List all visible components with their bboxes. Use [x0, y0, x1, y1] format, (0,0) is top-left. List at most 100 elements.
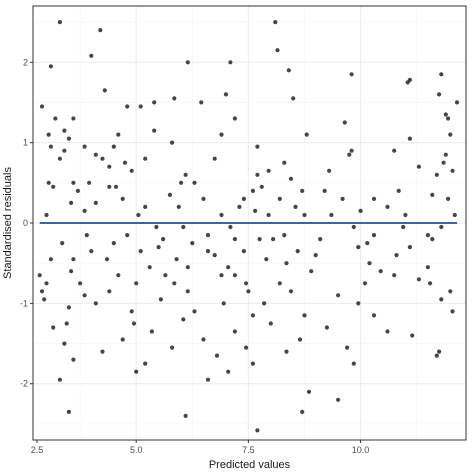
data-point [44, 281, 49, 286]
data-point [93, 152, 98, 157]
data-point [102, 88, 107, 93]
data-point [416, 164, 421, 169]
data-point [416, 277, 421, 282]
data-point [82, 208, 87, 213]
data-point [255, 144, 260, 149]
data-point [237, 204, 242, 209]
data-point [392, 273, 397, 278]
data-point [351, 361, 356, 366]
data-point [219, 132, 224, 137]
data-point [244, 345, 249, 350]
data-point [365, 241, 370, 246]
data-point [87, 180, 92, 185]
data-point [125, 104, 130, 109]
data-point [226, 265, 231, 270]
y-axis-title: Standardised residuals [2, 167, 14, 279]
y-axis-ticks: -2 -1 0 1 2 [20, 57, 33, 389]
data-point [212, 253, 217, 258]
data-point [250, 361, 255, 366]
data-point [149, 329, 154, 334]
data-point [448, 289, 453, 294]
y-tick-label: -2 [20, 379, 28, 389]
data-point [167, 192, 172, 197]
data-point [69, 269, 74, 274]
data-point [362, 281, 368, 286]
data-point [336, 293, 341, 298]
data-point [410, 333, 415, 338]
data-point [266, 168, 271, 173]
data-point [192, 180, 197, 185]
data-point [42, 297, 47, 302]
y-tick-label: 2 [23, 57, 28, 67]
data-point [446, 196, 451, 201]
data-point [131, 321, 137, 326]
data-point [172, 281, 177, 286]
data-point [439, 224, 444, 230]
data-point [434, 172, 439, 177]
data-point [336, 397, 341, 402]
data-point [347, 152, 352, 157]
data-point [46, 132, 51, 137]
data-point [71, 180, 76, 185]
data-point [232, 237, 237, 242]
data-point [345, 345, 350, 350]
data-point [71, 116, 76, 121]
data-point [255, 172, 260, 177]
data-point [199, 100, 204, 105]
data-point [349, 148, 354, 153]
data-point [407, 245, 412, 250]
data-point [60, 241, 65, 246]
data-point [306, 389, 312, 394]
data-point [93, 301, 98, 306]
data-point [226, 369, 231, 374]
data-point [161, 237, 166, 242]
data-point [64, 321, 69, 326]
data-point [232, 273, 237, 278]
data-point [295, 249, 300, 254]
y-tick-label: 0 [23, 218, 28, 228]
data-point [241, 249, 246, 254]
data-point [134, 369, 139, 374]
data-point [284, 261, 289, 266]
data-point [356, 245, 361, 250]
data-point [183, 172, 188, 177]
data-point [181, 317, 186, 322]
data-point [367, 261, 372, 266]
data-point [100, 156, 105, 161]
data-point [318, 237, 323, 242]
data-point [255, 428, 260, 433]
data-point [446, 116, 451, 121]
data-point [268, 321, 273, 326]
y-tick-label: 1 [23, 138, 28, 148]
data-point [62, 128, 67, 133]
data-point [394, 253, 399, 258]
data-point [71, 357, 76, 362]
data-point [302, 313, 307, 318]
data-point [104, 257, 110, 262]
data-point [57, 377, 63, 382]
data-point [129, 309, 134, 314]
data-point [322, 188, 327, 193]
data-point [185, 265, 190, 270]
data-point [201, 196, 206, 201]
data-point [313, 253, 318, 258]
data-point [143, 361, 148, 366]
data-points [37, 20, 460, 433]
data-point [138, 249, 143, 254]
data-point [190, 241, 195, 246]
data-point [297, 337, 303, 342]
data-point [78, 281, 83, 286]
data-point [44, 212, 49, 218]
data-point [37, 273, 42, 278]
data-point [82, 293, 87, 298]
data-point [51, 184, 56, 189]
data-point [428, 281, 433, 286]
data-point [39, 104, 45, 109]
data-point [185, 289, 190, 294]
x-tick-label: 2.5 [31, 445, 44, 455]
data-point [304, 132, 309, 137]
data-point [120, 196, 125, 201]
